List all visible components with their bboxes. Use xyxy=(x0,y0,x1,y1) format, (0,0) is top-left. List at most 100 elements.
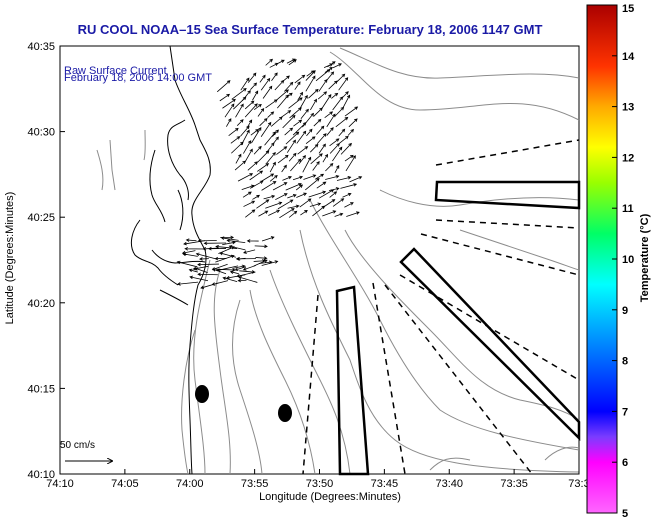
current-vector xyxy=(310,153,323,165)
current-vector xyxy=(303,174,317,180)
x-tick-label: 74:10 xyxy=(46,478,74,490)
current-vector xyxy=(270,116,283,127)
current-vector xyxy=(254,244,268,249)
colorbar-tick-label: 13 xyxy=(622,102,634,114)
current-vector xyxy=(271,72,278,81)
current-vector xyxy=(257,163,270,172)
current-vector xyxy=(326,127,334,136)
current-vector xyxy=(336,176,352,181)
current-vector xyxy=(226,118,232,127)
current-vector xyxy=(302,112,314,128)
colorbar-tick-label: 15 xyxy=(622,3,634,15)
current-vector xyxy=(235,257,257,261)
y-tick-label: 40:15 xyxy=(27,383,55,395)
current-vector xyxy=(228,127,239,137)
current-vector xyxy=(305,75,316,92)
zone-1 xyxy=(434,180,581,210)
current-vector xyxy=(176,260,198,268)
current-vector xyxy=(322,153,329,163)
current-vector xyxy=(197,239,217,243)
current-vector xyxy=(260,77,271,91)
current-vector xyxy=(312,161,320,171)
current-vector xyxy=(262,85,273,99)
x-tick-label: 74:05 xyxy=(111,478,139,490)
current-vector xyxy=(249,170,264,181)
current-vector xyxy=(250,82,258,90)
current-vector xyxy=(297,146,309,155)
current-vector xyxy=(340,183,358,189)
dashed-sectors xyxy=(302,139,580,475)
current-vector xyxy=(305,136,316,145)
current-vector xyxy=(295,184,304,191)
current-vector xyxy=(347,128,354,136)
current-vector xyxy=(308,190,327,198)
current-vector xyxy=(252,90,259,101)
zone-3 xyxy=(335,285,370,476)
y-tick-label: 40:10 xyxy=(27,469,55,481)
current-vector xyxy=(274,79,285,91)
current-vector xyxy=(257,150,270,163)
current-vector xyxy=(297,91,303,101)
current-vector xyxy=(293,119,303,127)
current-vector xyxy=(188,268,198,273)
current-vector xyxy=(326,113,336,128)
current-vector xyxy=(277,154,289,164)
current-vector xyxy=(212,268,227,275)
current-vector xyxy=(336,73,346,83)
x-tick-label: 73:45 xyxy=(371,478,399,490)
current-vector xyxy=(234,160,246,171)
current-vector xyxy=(306,128,313,137)
current-vector xyxy=(328,80,338,90)
current-vector xyxy=(252,194,261,200)
y-tick-label: 40:35 xyxy=(27,41,55,53)
scale-label: 50 cm/s xyxy=(60,440,95,451)
legend-line-2: February 18, 2006 14:00 GMT xyxy=(64,72,212,84)
current-vector xyxy=(318,189,335,199)
current-vector xyxy=(183,240,206,246)
current-vector xyxy=(253,103,262,110)
legend-line-1: Raw Surface Current xyxy=(64,65,167,77)
current-vector xyxy=(287,204,300,209)
current-vector xyxy=(313,118,322,127)
current-vector xyxy=(344,202,354,208)
x-tick-label: 74:00 xyxy=(176,478,204,490)
current-vector xyxy=(220,235,235,240)
current-vector xyxy=(310,98,317,111)
current-vector xyxy=(189,275,209,282)
current-vector xyxy=(243,249,256,254)
current-vector xyxy=(203,241,227,246)
current-vector xyxy=(282,114,296,129)
current-vector xyxy=(346,211,360,217)
current-vector xyxy=(279,208,295,219)
current-vector xyxy=(207,246,227,251)
current-vector xyxy=(338,77,349,91)
current-vector xyxy=(324,66,333,73)
current-vector xyxy=(292,175,304,181)
current-vector xyxy=(265,201,283,209)
current-vector xyxy=(286,58,296,64)
current-vector xyxy=(253,145,262,155)
current-vector xyxy=(286,139,296,153)
current-vector xyxy=(329,138,340,147)
current-vector xyxy=(199,257,209,261)
current-vector xyxy=(231,141,244,154)
current-vector xyxy=(329,191,338,198)
current-vector xyxy=(197,262,219,267)
bathymetry-contours xyxy=(96,47,580,475)
station-marker xyxy=(195,385,209,403)
colorbar-tick-label: 11 xyxy=(622,203,634,215)
current-vector xyxy=(182,252,198,257)
current-vector xyxy=(277,199,294,210)
current-vector xyxy=(269,174,278,182)
current-vector xyxy=(235,153,242,164)
current-vector xyxy=(185,238,197,242)
current-vector xyxy=(243,200,256,207)
current-vector xyxy=(269,161,276,173)
current-vector xyxy=(288,152,297,162)
current-vector xyxy=(300,108,309,119)
colorbar-tick-label: 10 xyxy=(622,254,634,266)
current-vector xyxy=(316,133,327,145)
station-marker xyxy=(278,404,292,422)
x-tick-label: 73:50 xyxy=(306,478,334,490)
